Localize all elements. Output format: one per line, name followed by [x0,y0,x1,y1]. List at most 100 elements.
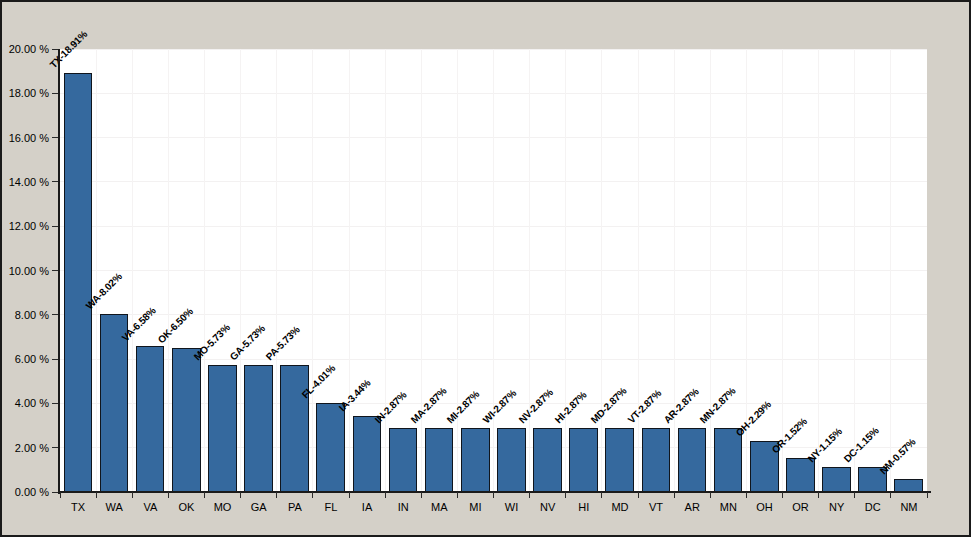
bar-value-label: MA-2.87% [408,385,449,426]
bar-value-label: WI-2.87% [480,387,519,426]
x-axis-tick-label: VA [132,501,168,514]
x-axis-tick [746,492,747,498]
bar-value-label: NM-0.57% [877,436,918,477]
x-axis-tick [421,492,422,498]
bar [425,428,454,492]
y-axis-tick-label: 14.00 % [2,176,49,188]
x-axis-tick [60,492,61,498]
x-axis-tick [493,492,494,498]
bar-value-label: NY-1.15% [805,425,845,465]
bar-value-label: DC-1.15% [841,424,882,465]
y-axis-tick [52,314,58,315]
x-axis-tick [240,492,241,498]
v-gridline [890,49,891,492]
y-axis-tick [52,181,58,182]
x-axis-tick-label: OH [746,501,782,514]
v-gridline [565,49,566,492]
v-gridline [132,49,133,492]
bar [569,428,598,492]
v-gridline [421,49,422,492]
bar-value-label: MO-5.73% [191,321,233,363]
v-gridline [312,49,313,492]
x-axis-tick [854,492,855,498]
x-axis-tick-label: DC [855,501,891,514]
x-axis-tick-label: AR [674,501,710,514]
x-axis-tick-label: VT [638,501,674,514]
bar [136,346,165,492]
x-axis-tick-label: NM [891,501,927,514]
y-axis-tick-label: 0.00 % [2,486,49,498]
x-axis-tick [818,492,819,498]
bar [605,428,634,492]
bar [64,73,93,492]
x-axis-tick-label: FL [313,501,349,514]
x-axis-tick-label: MI [457,501,493,514]
bar [678,428,707,492]
bar-value-label: OK-6.50% [155,305,196,346]
v-gridline [854,49,855,492]
bar [172,348,201,492]
v-gridline [457,49,458,492]
bar [353,416,382,492]
bar-value-label: AR-2.87% [660,386,701,427]
v-gridline [96,49,97,492]
bar [497,428,526,492]
bar [822,467,851,492]
plot-area: TX-18.91%WA-8.02%VA-6.58%OK-6.50%MO-5.73… [60,49,927,492]
bar [714,428,743,492]
x-axis-tick-label: OK [168,501,204,514]
bar-value-label: HI-2.87% [552,389,590,427]
y-axis-tick [52,226,58,227]
bar-value-label: GA-5.73% [227,322,268,363]
y-axis-tick-label: 8.00 % [2,309,49,321]
y-axis-tick [52,403,58,404]
bar [533,428,562,492]
x-axis-tick [312,492,313,498]
v-gridline [204,49,205,492]
bar-value-label: NV-2.87% [516,387,556,427]
y-axis-tick [52,93,58,94]
y-axis-tick-label: 12.00 % [2,220,49,232]
v-gridline [493,49,494,492]
bar [100,314,129,492]
x-axis-tick [927,492,928,498]
x-axis-tick [890,492,891,498]
bar-value-label: PA-5.73% [263,323,303,363]
bar-value-label: MD-2.87% [588,385,629,426]
x-axis-tick-label: MN [710,501,746,514]
y-axis-tick-label: 6.00 % [2,353,49,365]
y-axis-tick-label: 18.00 % [2,87,49,99]
v-gridline [782,49,783,492]
x-axis-tick-label: MD [602,501,638,514]
x-axis-tick-label: NY [819,501,855,514]
bar [642,428,671,492]
bar-value-label: OH-2.29% [733,398,774,439]
x-axis-tick [638,492,639,498]
bar-value-label: MI-2.87% [444,388,482,426]
v-gridline [818,49,819,492]
x-axis-tick-label: GA [241,501,277,514]
x-axis-tick [601,492,602,498]
bar-value-label: MN-2.87% [697,385,738,426]
x-axis-tick [782,492,783,498]
bar-value-label: OR-1.52% [769,415,810,456]
x-axis-tick-label: TX [60,501,96,514]
v-gridline [349,49,350,492]
y-axis-line [58,49,60,494]
bar [389,428,418,492]
x-axis-tick [457,492,458,498]
bar [316,403,345,492]
y-axis-tick-label: 16.00 % [2,132,49,144]
v-gridline [240,49,241,492]
bar-value-label: IN-2.87% [371,389,409,427]
bar [786,458,815,492]
x-axis-tick-label: WA [96,501,132,514]
v-gridline [529,49,530,492]
bar [461,428,490,492]
x-axis-tick-label: MO [205,501,241,514]
x-axis-line [58,491,931,493]
x-axis-tick-label: IN [385,501,421,514]
x-axis-tick-label: WI [494,501,530,514]
x-axis-tick-label: HI [566,501,602,514]
x-axis-tick-label: PA [277,501,313,514]
